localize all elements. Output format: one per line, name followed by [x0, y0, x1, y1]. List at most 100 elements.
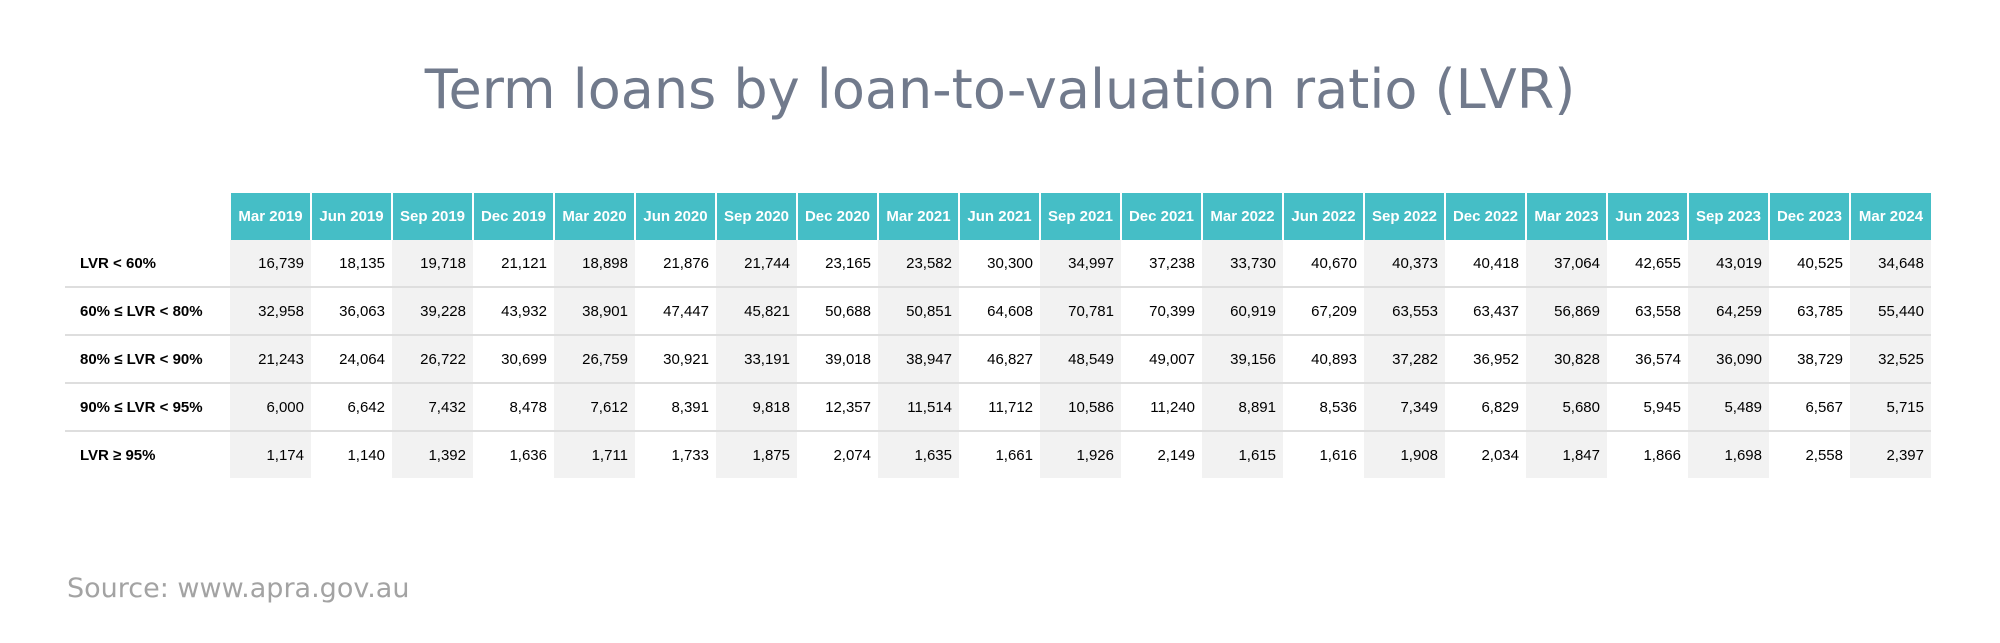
table-cell: 42,655 [1607, 240, 1688, 288]
table-cell: 64,259 [1688, 287, 1769, 336]
table-cell: 23,165 [797, 240, 878, 288]
column-header: Dec 2021 [1120, 193, 1202, 240]
table-cell: 1,926 [1040, 431, 1121, 478]
table-cell: 63,437 [1445, 287, 1526, 336]
table-cell: 39,228 [392, 287, 473, 336]
column-header: Sep 2021 [1039, 193, 1121, 240]
column-header: Mar 2019 [229, 193, 311, 240]
column-header: Jun 2020 [634, 193, 716, 240]
table-cell: 5,715 [1850, 383, 1931, 432]
row-label: LVR ≥ 95% [80, 446, 156, 464]
table-cell: 1,392 [392, 431, 473, 478]
table-row: LVR ≥ 95% 1,174 1,140 1,392 1,636 1,711 1,733 1… [65, 431, 1931, 478]
table-cell: 16,739 [230, 240, 311, 288]
table-cell: 30,921 [635, 335, 716, 384]
table-cell: 60,919 [1202, 287, 1283, 336]
table-cell: 18,898 [554, 240, 635, 288]
column-header: Jun 2022 [1282, 193, 1364, 240]
table-cell: 40,373 [1364, 240, 1445, 288]
table-cell: 33,730 [1202, 240, 1283, 288]
table-cell: 5,680 [1526, 383, 1607, 432]
table-cell: 37,238 [1121, 240, 1202, 288]
table-cell: 26,759 [554, 335, 635, 384]
table-cell: 45,821 [716, 287, 797, 336]
table-cell: 30,699 [473, 335, 554, 384]
table-cell: 38,901 [554, 287, 635, 336]
table-cell: 21,121 [473, 240, 554, 288]
table-cell: 30,300 [959, 240, 1040, 288]
table-cell: 1,140 [347, 446, 385, 464]
table-cell: 7,612 [554, 383, 635, 432]
table-cell: 1,636 [509, 446, 547, 464]
column-header: Dec 2023 [1768, 193, 1850, 240]
table-cell: 2,074 [833, 446, 871, 464]
table-cell: 1,875 [716, 431, 797, 478]
header-corner-cell [65, 193, 230, 240]
table-cell: 8,478 [473, 383, 554, 432]
table-cell: 40,893 [1283, 335, 1364, 384]
column-header: Sep 2019 [391, 193, 473, 240]
table-cell: 1,847 [1526, 431, 1607, 478]
table-row: 90% ≤ LVR < 95% 6,000 6,642 7,432 8,478 7,612… [65, 383, 1931, 432]
table-cell: 26,722 [392, 335, 473, 384]
table-cell: 6,000 [230, 383, 311, 432]
row-label: LVR < 60% [65, 240, 230, 288]
table-cell: 7,432 [392, 383, 473, 432]
table-cell: 30,828 [1526, 335, 1607, 384]
table-cell: 8,391 [635, 383, 716, 432]
source-note: Source: www.apra.gov.au [67, 573, 410, 604]
table-cell: 32,958 [230, 287, 311, 336]
table-cell: 9,818 [716, 383, 797, 432]
table-cell: 11,514 [878, 383, 959, 432]
column-header: Jun 2021 [958, 193, 1040, 240]
table-cell: 1,615 [1202, 431, 1283, 478]
table-cell: 63,785 [1769, 287, 1850, 336]
column-header: Mar 2021 [877, 193, 959, 240]
table-cell: 7,349 [1364, 383, 1445, 432]
table-cell: 40,418 [1445, 240, 1526, 288]
table-cell: 1,661 [995, 446, 1033, 464]
table-cell: 63,558 [1607, 287, 1688, 336]
table-cell: 38,729 [1769, 335, 1850, 384]
table-cell: 11,712 [959, 383, 1040, 432]
column-header: Mar 2023 [1525, 193, 1607, 240]
table-cell: 36,574 [1607, 335, 1688, 384]
table-cell: 23,582 [878, 240, 959, 288]
table-cell: 50,851 [878, 287, 959, 336]
table-cell: 40,670 [1283, 240, 1364, 288]
table-cell: 21,876 [635, 240, 716, 288]
table-cell: 5,945 [1607, 383, 1688, 432]
column-header: Mar 2020 [553, 193, 635, 240]
table-cell: 8,536 [1283, 383, 1364, 432]
table-cell: 37,064 [1526, 240, 1607, 288]
table-cell: 11,240 [1121, 383, 1202, 432]
table-cell: 6,642 [311, 383, 392, 432]
column-header: Sep 2020 [715, 193, 797, 240]
table-body: LVR < 60% 16,739 18,135 19,718 21,121 18,898 2… [65, 240, 1931, 478]
table-cell: 1,174 [230, 431, 311, 478]
table-cell: 21,744 [716, 240, 797, 288]
row-label: 90% ≤ LVR < 95% [65, 383, 230, 432]
table-cell: 37,282 [1364, 335, 1445, 384]
table-row: 60% ≤ LVR < 80% 32,958 36,063 39,228 43,932 3… [65, 287, 1931, 336]
table-cell: 10,586 [1040, 383, 1121, 432]
column-header: Jun 2019 [310, 193, 392, 240]
row-label: 80% ≤ LVR < 90% [65, 335, 230, 384]
table-row: 80% ≤ LVR < 90% 21,243 24,064 26,722 30,699 2… [65, 335, 1931, 384]
table-cell: 50,688 [797, 287, 878, 336]
table-cell: 1,711 [554, 431, 635, 478]
table-cell: 6,829 [1445, 383, 1526, 432]
table-cell: 1,616 [1319, 446, 1357, 464]
table-cell: 36,090 [1688, 335, 1769, 384]
table-cell: 21,243 [230, 335, 311, 384]
column-header: Jun 2023 [1606, 193, 1688, 240]
table-cell: 12,357 [797, 383, 878, 432]
column-header: Mar 2022 [1201, 193, 1283, 240]
lvr-table-container: Mar 2019 Jun 2019 Sep 2019 Dec 2019 Mar 2020… [65, 193, 1931, 478]
table-cell: 38,947 [878, 335, 959, 384]
table-cell: 39,018 [797, 335, 878, 384]
table-row: LVR < 60% 16,739 18,135 19,718 21,121 18,898 2… [65, 240, 1931, 288]
table-cell: 19,718 [392, 240, 473, 288]
table-cell: 56,869 [1526, 287, 1607, 336]
table-cell: 40,525 [1769, 240, 1850, 288]
